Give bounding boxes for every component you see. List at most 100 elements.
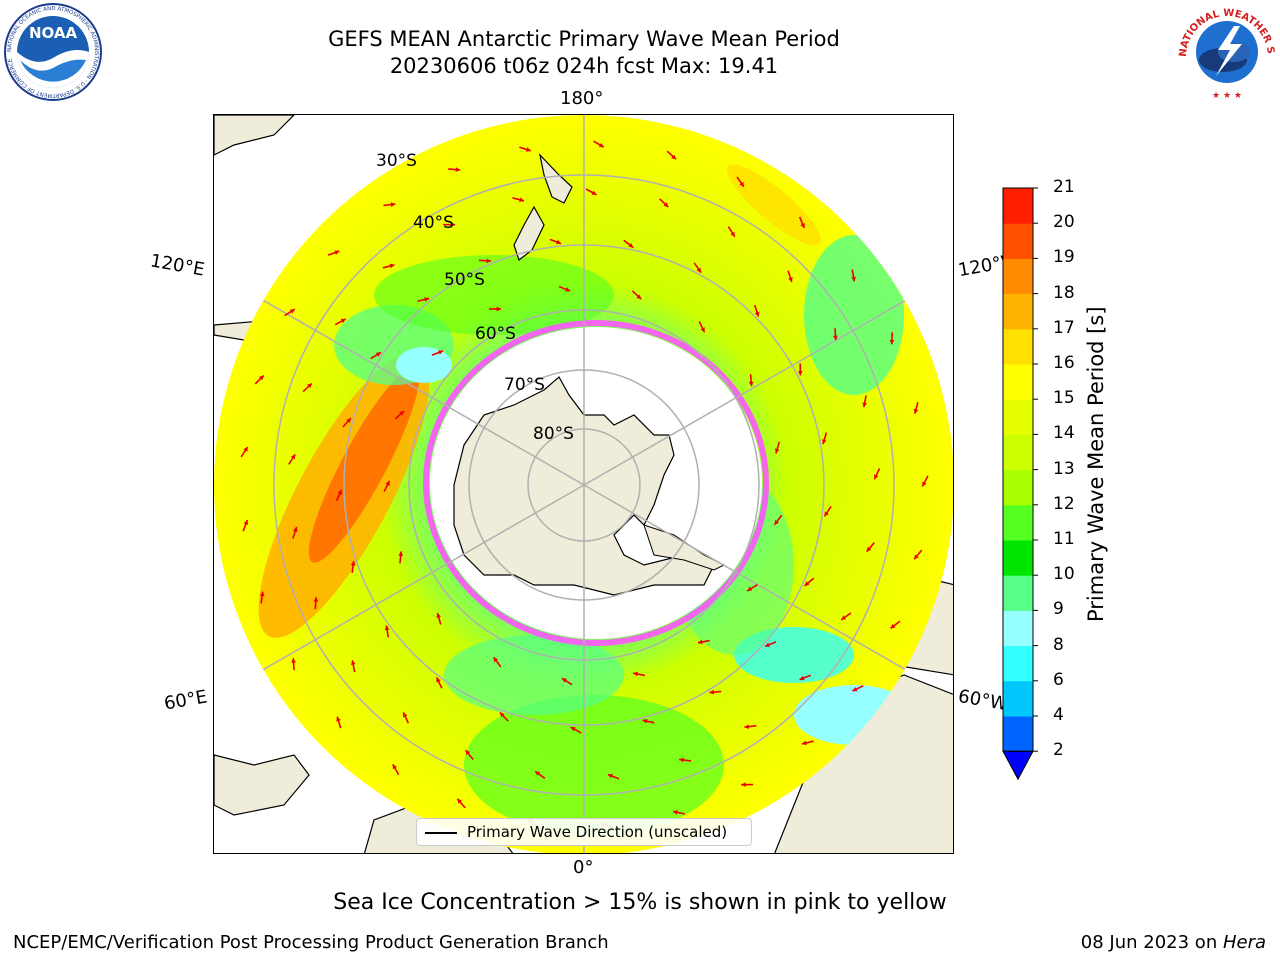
wave-direction-arrowhead [337,489,342,495]
wave-direction-arrowhead [346,418,351,423]
lat-label-70s: 70°S [504,375,545,395]
wave-direction-arrowhead [633,671,638,677]
wave-direction-arrowhead [556,239,562,245]
wave-direction-arrows [240,140,929,829]
wave-direction-arrowhead [402,712,408,718]
wave-direction-arrowhead [336,716,341,722]
wave-direction-arrowhead [922,481,927,487]
sea-ice-note: Sea Ice Concentration > 15% is shown in … [333,890,947,915]
wave-period-high [308,367,420,563]
wave-direction-arrowhead [852,686,858,692]
colorbar-tick-label: 20 [1053,212,1075,233]
colorbar-tick-label: 10 [1053,564,1075,585]
footer-date-text: 08 Jun 2023 on [1080,932,1223,953]
colorbar-label: Primary Wave Mean Period [s] [1084,306,1108,622]
wave-direction-arrowhead [455,167,461,173]
lat-label-50s: 50°S [444,270,485,290]
colorbar-tick-label: 12 [1053,493,1075,514]
footer-date: 08 Jun 2023 on Hera [1081,932,1266,953]
africa-land [214,754,310,816]
wave-direction-arrowhead [438,350,444,355]
graticule [214,115,953,853]
australia-land [214,115,295,156]
wave-direction-arrowhead [800,223,805,229]
wave-direction-arrowhead [774,519,779,525]
wave-direction-arrowhead [663,202,669,208]
colorbar-tick-label: 18 [1053,282,1075,303]
colorbar-segment [1003,469,1033,506]
colorbar-tick-label: 14 [1053,423,1075,444]
wave-direction-arrowhead [340,318,346,324]
colorbar-tick-label: 16 [1053,353,1075,373]
wave-direction-arrowhead [801,740,807,746]
wave-direction-arrowhead [914,554,919,560]
wave-direction-arrowhead [243,446,248,452]
wave-direction-arrowhead [389,263,395,269]
wave-direction-arrowhead [697,639,703,645]
wave-direction-arrowhead [535,771,541,776]
colorbar-segment [1003,645,1033,682]
colorbar-segment [1003,364,1033,400]
colorbar-tick-label: 15 [1053,388,1075,409]
wave-direction-arrowhead [709,689,714,695]
colorbar-segment [1003,328,1033,365]
lat-label-40s: 40°S [413,213,454,233]
colorbar-segment [1003,610,1033,647]
wave-direction-arrowhead [525,147,531,152]
wave-direction-arrowhead [519,197,524,203]
wave-direction-arrowhead [730,231,735,237]
lat-label-60s: 60°S [475,324,516,344]
lon-label-60e: 60°E [162,686,209,715]
colorbar-extend [1002,750,1034,781]
wave-direction-arrowhead [436,612,441,618]
wave-direction-arrowhead [642,718,648,724]
wave-direction-arrowhead [607,773,613,779]
polar-map [213,114,954,854]
colorbar-segment [1003,434,1033,471]
wave-direction-arrowhead [804,581,810,586]
wave-direction-arrowhead [874,474,879,480]
wave-direction-arrowhead [866,546,872,552]
colorbar-tick-label: 8 [1053,634,1064,655]
colorbar-tick-label: 21 [1053,177,1075,197]
wave-direction-arrowhead [399,410,405,416]
lon-label-0: 0° [573,857,594,878]
wave-direction-arrowhead [673,810,678,815]
wave-direction-arrowhead [384,625,390,631]
colorbar-tick-label: 2 [1053,740,1064,761]
map-canvas [214,115,953,853]
legend-line [425,832,457,834]
colorbar-segment [1003,258,1033,295]
wave-direction-arrowhead [493,657,499,663]
wave-direction-arrowhead [292,527,298,532]
wave-direction-arrowhead [291,658,296,663]
wave-direction-arrowhead [754,311,760,317]
wave-direction-arrowhead [385,480,390,486]
wave-direction-arrowhead [821,439,827,445]
colorbar-segment [1003,188,1033,224]
colorbar-segment [1003,223,1033,259]
footer-host: Hera [1222,932,1266,953]
colorbar-tick-label: 19 [1053,247,1075,268]
wave-direction-arrowhead [636,294,642,300]
wave-direction-arrowhead [570,727,576,732]
colorbar-tick-label: 9 [1053,599,1064,620]
wave-direction-arrowhead [289,309,295,314]
colorbar-tick-label: 4 [1053,705,1064,725]
colorbar-tick-label: 13 [1053,458,1075,479]
colorbar-segment [1003,716,1033,752]
wave-direction-arrowhead [561,678,567,683]
wave-direction-arrowhead [243,520,249,526]
wave-direction-arrowhead [744,724,750,729]
svg-text:★ ★ ★: ★ ★ ★ [1212,91,1242,101]
colorbar-tick-label: 17 [1053,317,1075,338]
colorbar-segment [1003,575,1033,611]
wave-direction-arrowhead [841,615,847,620]
colorbar-segment [1003,540,1033,576]
wave-direction-arrowhead [890,623,896,629]
colorbar-tick-label: 11 [1053,529,1075,549]
lat-label-30s: 30°S [376,151,417,171]
wave-direction-arrowhead [398,551,404,556]
wave-direction-arrowhead [671,154,677,160]
wave-direction-arrowhead [774,448,780,454]
